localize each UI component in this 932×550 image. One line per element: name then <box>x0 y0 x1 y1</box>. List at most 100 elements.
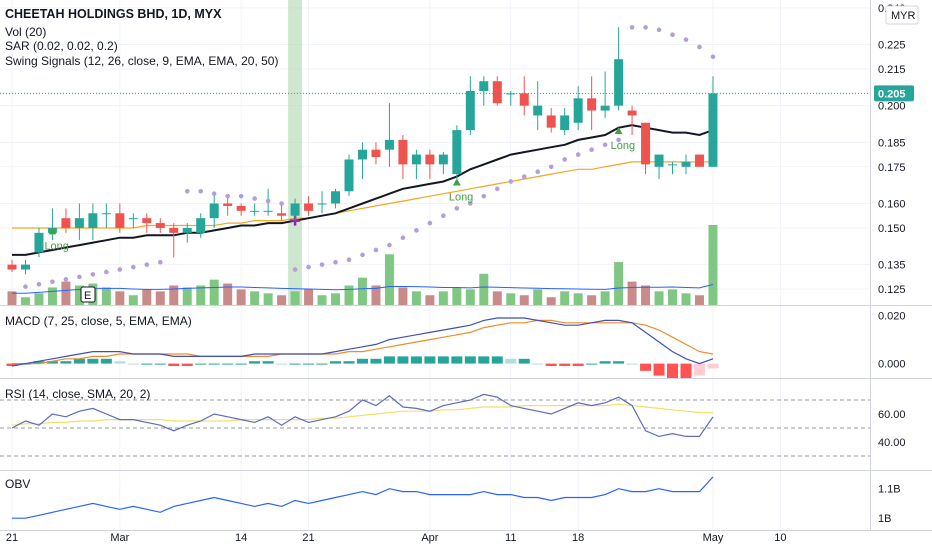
candle-body <box>182 227 192 233</box>
volume-ma-line <box>12 284 714 294</box>
sar-dot <box>77 274 82 280</box>
sar-dot <box>157 259 163 265</box>
candle-body <box>290 203 300 216</box>
candles[interactable] <box>7 27 718 275</box>
volume-bar <box>74 285 84 305</box>
sar-dot <box>414 228 419 233</box>
candle-body <box>236 205 246 211</box>
sar-dot <box>629 25 635 30</box>
candle-body <box>425 154 435 165</box>
volume-bar <box>384 254 394 305</box>
macd-pane-label[interactable]: MACD (7, 25, close, 5, EMA, EMA) <box>5 314 192 328</box>
time-tick-label: 21 <box>6 532 18 544</box>
time-tick-label: 21 <box>302 532 314 544</box>
macd-signal-line <box>12 319 714 365</box>
macd-histogram-bar <box>46 361 58 364</box>
volume-bar <box>34 293 44 305</box>
sar-dot <box>683 37 689 42</box>
ema-fast-line <box>12 124 714 256</box>
macd-line <box>11 317 714 367</box>
long-signal-label: Long <box>44 240 68 252</box>
chart-title: CHEETAH HOLDINGS BHD, 1D, MYX <box>5 7 222 21</box>
long-signal-label: Long <box>611 140 635 152</box>
sar-dot <box>198 188 204 194</box>
candle-body <box>694 154 704 167</box>
currency-label: MYR <box>891 10 916 22</box>
currency-badge[interactable] <box>885 5 919 25</box>
volume-bar <box>411 291 421 305</box>
price-tick-label: 0.160 <box>878 198 906 210</box>
macd-histogram-bar <box>667 363 679 378</box>
price-tick-label: 0.185 <box>878 137 906 149</box>
candle-body <box>128 218 138 220</box>
volume-bar <box>155 291 165 305</box>
sar-dot <box>548 164 554 170</box>
macd-histogram-bar <box>276 363 288 365</box>
macd-histogram-bar <box>316 363 328 365</box>
rsi-pane-label[interactable]: RSI (14, close, SMA, 20, 2) <box>5 387 150 401</box>
volume-bar <box>20 297 30 305</box>
candle-body <box>34 232 44 253</box>
candle-body <box>668 164 678 166</box>
sar-dot <box>602 142 608 148</box>
macd-histogram-bar <box>532 363 544 365</box>
axes: 0.2400.2250.2150.2000.1850.1750.1600.150… <box>0 3 906 544</box>
sar-dot <box>225 193 230 199</box>
sar-dot <box>387 242 392 248</box>
macd-histogram-bar <box>235 363 247 365</box>
sar-dot <box>521 174 527 179</box>
candle-body <box>331 191 341 204</box>
sar-dot <box>670 32 675 38</box>
macd-histogram-bar <box>100 358 112 364</box>
time-tick-label: Apr <box>421 532 438 544</box>
earnings-marker-icon[interactable] <box>80 286 96 303</box>
candle-body <box>357 149 367 160</box>
candle-body <box>492 81 502 104</box>
rsi-ma-line <box>11 403 713 426</box>
sar-dot <box>575 152 581 157</box>
macd-histogram-bar <box>464 356 476 364</box>
volume-bar <box>182 287 192 305</box>
sar-dot <box>373 247 379 253</box>
volume-bar <box>101 287 111 305</box>
candle-body <box>546 115 556 128</box>
macd-histogram-bar <box>73 358 85 364</box>
time-tick-label: 14 <box>235 532 247 544</box>
sar-dot <box>306 264 311 270</box>
macd-histogram-bar <box>343 361 355 364</box>
macd-histogram-bar <box>505 358 517 364</box>
volume-bar <box>398 287 408 305</box>
volume-bar <box>169 285 179 305</box>
candle-body <box>304 203 314 211</box>
macd-histogram-bar <box>437 356 449 364</box>
macd-histogram-bar <box>545 363 557 366</box>
volume-bar <box>128 295 138 305</box>
price-tick-label: 0.135 <box>878 260 906 272</box>
candle-body <box>196 218 206 233</box>
sar-dot <box>211 191 217 197</box>
obv-pane-label[interactable]: OBV <box>5 477 30 491</box>
sar-dot <box>697 44 702 50</box>
volume-bar <box>142 289 152 305</box>
macd-histogram-bar <box>451 356 463 364</box>
macd-histogram-bar <box>87 358 99 364</box>
macd-histogram-bar <box>478 356 490 364</box>
indicator-label-sar[interactable]: SAR (0.02, 0.02, 0.2) <box>5 39 118 53</box>
sar-dot <box>292 267 298 272</box>
candle-body <box>20 264 30 270</box>
candle-body <box>169 227 179 233</box>
sar-dot <box>252 196 257 201</box>
macd-histogram-bar <box>141 363 153 365</box>
long-signals: Long Long Long <box>44 127 635 252</box>
volume-bar <box>668 289 678 305</box>
indicator-label-volume[interactable]: Vol (20) <box>5 25 46 39</box>
macd-histogram-bar <box>613 361 625 364</box>
signal-highlight-column <box>288 0 303 305</box>
macd-tick-label: 0.020 <box>878 311 906 323</box>
macd-histogram-bar <box>60 361 72 364</box>
time-tick-label: May <box>703 532 724 544</box>
indicator-label-swing-signals[interactable]: Swing Signals (12, 26, close, 9, EMA, EM… <box>5 54 278 68</box>
macd-histogram-bar <box>680 363 692 378</box>
